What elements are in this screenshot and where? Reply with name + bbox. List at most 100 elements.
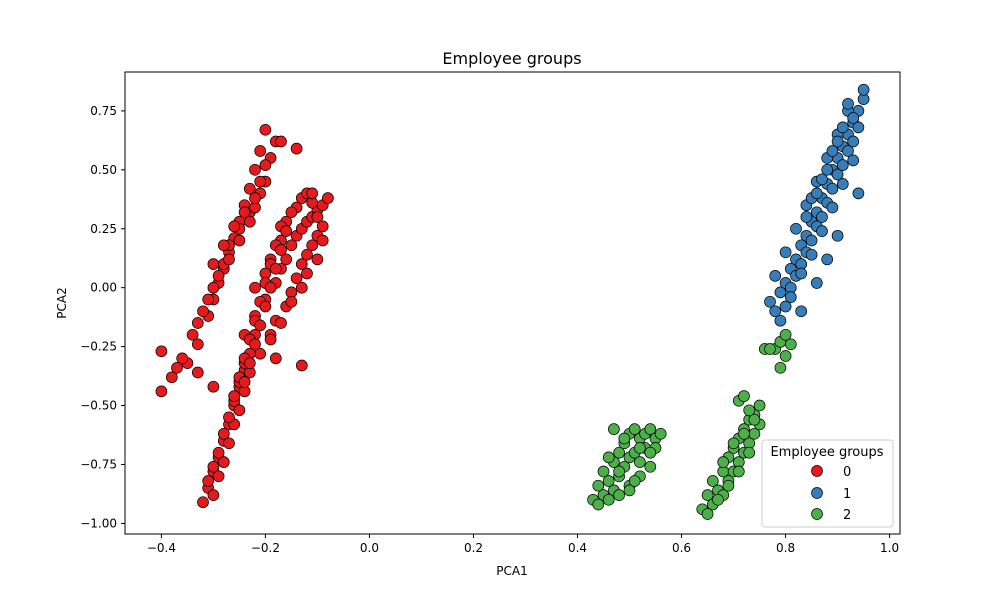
data-point — [774, 286, 787, 299]
y-axis-label: PCA2 — [55, 287, 69, 318]
data-point — [732, 465, 745, 478]
data-point — [217, 456, 230, 468]
data-point — [623, 484, 636, 497]
y-tick-label: 0.50 — [90, 163, 117, 177]
data-point — [738, 427, 750, 440]
data-point — [238, 376, 251, 388]
data-point — [634, 456, 646, 468]
data-point — [212, 470, 225, 483]
y-tick-label: −0.50 — [80, 399, 117, 413]
data-point — [727, 437, 740, 450]
data-point — [644, 423, 657, 435]
data-point — [249, 281, 261, 294]
data-point — [275, 135, 287, 148]
data-point — [207, 460, 220, 473]
data-point — [602, 493, 615, 506]
y-tick-label: −0.75 — [80, 457, 117, 471]
x-tick-label: 0.0 — [360, 541, 379, 555]
data-point — [249, 338, 261, 351]
data-point — [779, 350, 792, 362]
data-point — [743, 446, 756, 459]
data-point — [269, 352, 282, 365]
legend-title: Employee groups — [770, 445, 883, 460]
data-point — [764, 343, 776, 355]
data-point — [280, 253, 293, 266]
legend-item-1: 1 — [811, 487, 851, 502]
data-point — [602, 451, 615, 464]
x-tick-label: 0.4 — [568, 541, 587, 555]
data-point — [217, 239, 230, 252]
data-point — [228, 220, 241, 233]
data-point — [644, 446, 657, 459]
data-point — [254, 319, 267, 332]
data-point — [753, 399, 766, 412]
data-point — [301, 267, 313, 280]
data-point — [857, 83, 870, 96]
data-point — [290, 272, 303, 285]
data-point — [228, 390, 241, 402]
data-point — [613, 465, 625, 478]
data-point — [836, 159, 849, 171]
data-point — [654, 427, 667, 440]
data-point — [301, 248, 313, 261]
data-point — [254, 145, 267, 157]
data-point — [275, 317, 287, 329]
y-tick-label: −0.25 — [80, 340, 117, 354]
data-point — [197, 305, 209, 318]
x-axis: −0.4 −0.2 0.0 0.2 0.4 0.6 0.8 1.0 — [147, 534, 899, 555]
data-point — [805, 234, 818, 247]
legend: Employee groups 0 1 2 — [761, 439, 894, 528]
data-point — [706, 475, 719, 487]
data-point — [738, 390, 750, 402]
data-point — [831, 135, 844, 148]
data-point — [826, 201, 839, 214]
data-point — [306, 187, 319, 200]
x-tick-label: 0.2 — [464, 541, 483, 555]
y-tick-label: −1.00 — [80, 516, 117, 530]
data-point — [191, 366, 204, 379]
legend-item-2: 2 — [811, 508, 851, 523]
legend-label-1: 1 — [843, 487, 851, 502]
data-point — [197, 496, 209, 509]
data-point — [810, 187, 823, 200]
data-point — [254, 175, 267, 188]
data-point — [769, 305, 782, 318]
data-point — [217, 427, 230, 440]
data-point — [628, 475, 641, 487]
data-point — [712, 493, 724, 506]
data-point — [264, 281, 277, 294]
data-point — [259, 300, 272, 313]
data-point — [207, 489, 220, 501]
series-0 — [155, 123, 334, 509]
data-point — [207, 380, 220, 393]
data-point — [223, 411, 235, 424]
data-point — [644, 460, 657, 473]
data-point — [243, 357, 256, 369]
y-tick-label: 0.25 — [90, 222, 117, 236]
data-point — [774, 314, 787, 327]
legend-marker-0 — [811, 465, 823, 477]
data-point — [836, 178, 849, 190]
y-tick-label: 0.00 — [90, 281, 117, 295]
data-point — [295, 258, 308, 270]
data-point — [223, 253, 235, 266]
data-point — [238, 206, 251, 219]
data-point — [847, 154, 860, 167]
data-point — [613, 446, 625, 459]
data-point — [322, 192, 334, 204]
data-point — [769, 270, 782, 282]
data-point — [243, 215, 256, 228]
data-point — [717, 456, 730, 468]
data-point — [212, 446, 225, 459]
data-point — [155, 385, 168, 398]
data-point — [295, 359, 308, 372]
data-point — [233, 404, 246, 417]
x-tick-label: 1.0 — [880, 541, 899, 555]
data-point — [852, 187, 865, 200]
x-axis-label: PCA1 — [496, 564, 527, 578]
data-point — [842, 97, 854, 110]
data-point — [613, 489, 625, 501]
data-point — [764, 295, 776, 308]
data-point — [722, 479, 735, 492]
